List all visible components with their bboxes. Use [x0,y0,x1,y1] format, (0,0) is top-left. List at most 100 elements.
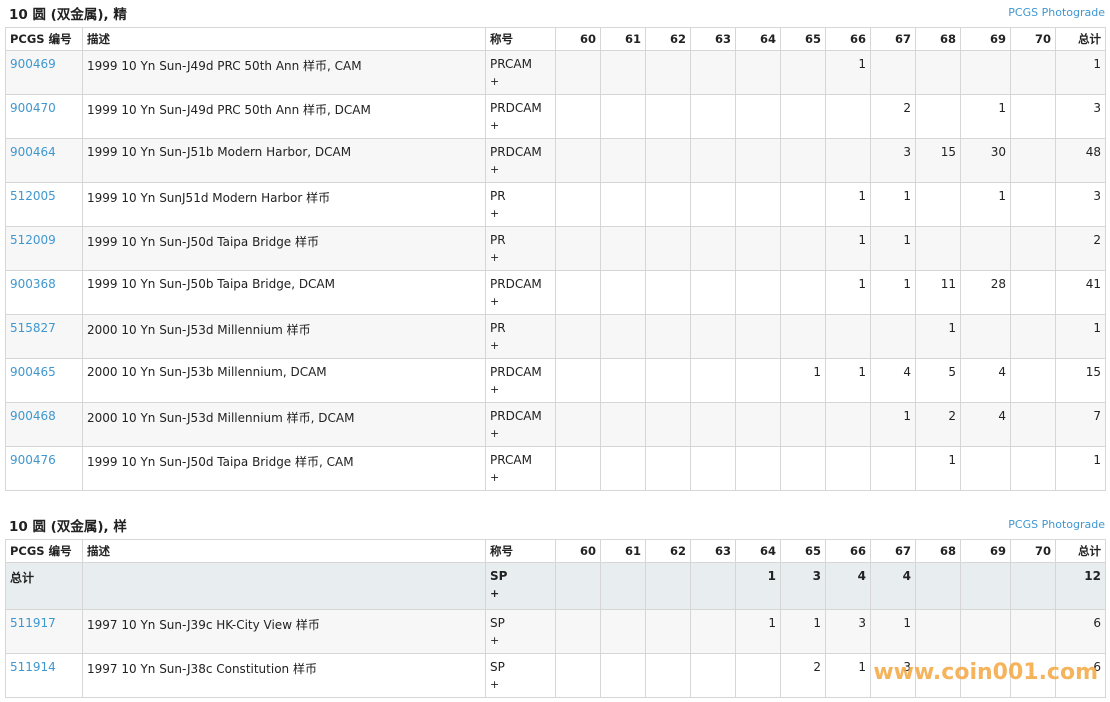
grade-cell [600,226,646,271]
grade-cell [600,94,646,139]
data-row: 900470 1999 10 Yn Sun-J49d PRC 50th Ann 样… [5,94,1106,139]
grade-cell [735,94,781,139]
grade-cell [555,50,601,95]
grade-cell [690,402,736,447]
pcgs-link[interactable]: 900464 [10,145,56,159]
data-row: 515827 2000 10 Yn Sun-J53d Millennium 样币 P… [5,314,1106,359]
grade-cell [735,358,781,403]
grade-cell [690,314,736,359]
plus: + [490,163,500,176]
pcgs-cell: 900469 [5,50,83,95]
pcgs-cell: 900368 [5,270,83,315]
description-cell: 1999 10 Yn Sun-J51b Modern Harbor, DCAM [82,138,486,183]
column-header: 69 [960,27,1011,51]
plus: + [490,339,500,352]
section: 10 圆 (双金属), 精 PCGS Photograde PCGS 编号 描述 称号 6… [5,0,1106,491]
grade-cell [600,270,646,315]
grade-cell [690,653,736,698]
data-row: 511914 1997 10 Yn Sun-J38c Constitution 样… [5,653,1106,698]
pcgs-link[interactable]: 511914 [10,660,56,674]
pcgs-cell: 512005 [5,182,83,227]
pcgs-link[interactable]: 511917 [10,616,56,630]
column-header: PCGS 编号 [5,539,83,563]
total-cell: 7 [1055,402,1106,447]
section: 10 圆 (双金属), 样 PCGS Photograde PCGS 编号 描述 称号 6… [5,512,1106,698]
column-header: 68 [915,539,961,563]
designation-cell: SP + [485,562,556,610]
designation-cell: PRCAM + [485,50,556,95]
grade-cell [555,182,601,227]
designation: PRDCAM [490,145,542,159]
grade-cell [645,182,691,227]
grade-cell [555,446,601,491]
grade-cell: 3 [870,138,916,183]
photograde-link[interactable]: PCGS Photograde [1008,6,1105,19]
grade-cell [915,94,961,139]
grade-cell: 1 [870,226,916,271]
total-cell: 3 [1055,94,1106,139]
grade-cell: 4 [870,358,916,403]
grade-cell [690,226,736,271]
designation-cell: PRDCAM + [485,138,556,183]
section-header: 10 圆 (双金属), 样 PCGS Photograde [5,512,1105,539]
grade-cell: 1 [780,609,826,654]
designation-cell: PR + [485,226,556,271]
grade-cell [645,50,691,95]
grade-cell [555,562,601,610]
pcgs-link[interactable]: 900468 [10,409,56,423]
grade-cell [555,402,601,447]
grade-cell: 28 [960,270,1011,315]
grade-cell: 1 [870,402,916,447]
column-header: 65 [780,539,826,563]
pcgs-link[interactable]: 900469 [10,57,56,71]
grade-cell [825,402,871,447]
total-cell: 6 [1055,609,1106,654]
pcgs-link[interactable]: 512005 [10,189,56,203]
photograde-link[interactable]: PCGS Photograde [1008,518,1105,531]
grade-cell [735,653,781,698]
description-cell: 1999 10 Yn Sun-J50d Taipa Bridge 样币, CAM [82,446,486,491]
pcgs-link[interactable]: 512009 [10,233,56,247]
total-cell: 48 [1055,138,1106,183]
grade-cell [600,609,646,654]
pcgs-link[interactable]: 900470 [10,101,56,115]
description-cell: 1999 10 Yn Sun-J50b Taipa Bridge, DCAM [82,270,486,315]
grade-cell: 1 [825,226,871,271]
plus: + [490,75,500,88]
pcgs-link[interactable]: 900465 [10,365,56,379]
description-cell: 1999 10 Yn Sun-J50d Taipa Bridge 样币 [82,226,486,271]
grade-cell [600,446,646,491]
designation: PR [490,233,506,247]
grade-cell [555,94,601,139]
designation-cell: PRDCAM + [485,94,556,139]
grade-cell: 4 [960,402,1011,447]
grade-cell [1010,314,1056,359]
grade-cell [1010,653,1056,698]
grade-cell [960,609,1011,654]
watermark: www.coin001.com [873,660,1098,685]
pcgs-cell: 511917 [5,609,83,654]
pcgs-link[interactable]: 900476 [10,453,56,467]
grade-cell: 30 [960,138,1011,183]
grade-cell [780,402,826,447]
grade-cell: 2 [870,94,916,139]
grade-cell [645,94,691,139]
pcgs-link[interactable]: 900368 [10,277,56,291]
grade-cell: 3 [780,562,826,610]
grade-cell [645,402,691,447]
grade-cell [600,402,646,447]
designation: PRDCAM [490,277,542,291]
grade-cell [690,50,736,95]
grade-cell [1010,226,1056,271]
column-header: 68 [915,27,961,51]
description-cell: 1999 10 Yn SunJ51d Modern Harbor 样币 [82,182,486,227]
grade-cell [780,182,826,227]
pcgs-link[interactable]: 515827 [10,321,56,335]
grade-cell: 2 [780,653,826,698]
grade-cell [645,314,691,359]
grade-cell [915,182,961,227]
designation-cell: PRDCAM + [485,270,556,315]
data-row: 900464 1999 10 Yn Sun-J51b Modern Harbor,… [5,138,1106,183]
column-header: 67 [870,27,916,51]
pcgs-cell: 515827 [5,314,83,359]
